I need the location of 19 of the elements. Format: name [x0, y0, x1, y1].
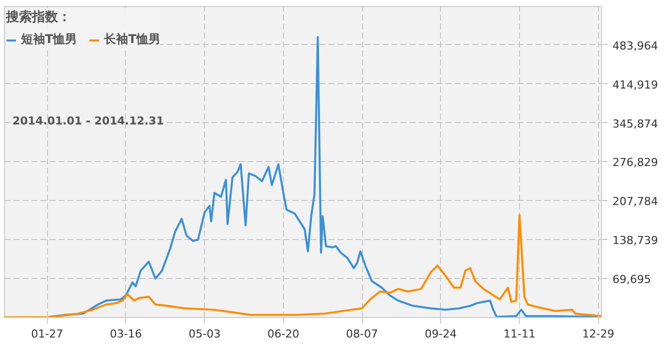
y-tick-label: 138,739 — [612, 234, 658, 248]
y-tick-label: 207,784 — [612, 195, 658, 208]
x-tick-label: 01-27 — [31, 328, 64, 340]
y-tick-label: 414,919 — [612, 78, 658, 92]
x-tick-label: 12-29 — [582, 328, 614, 340]
x-tick-label: 03-16 — [110, 328, 142, 340]
y-tick-label: 276,829 — [612, 156, 658, 170]
x-tick-label: 06-20 — [267, 328, 300, 340]
annotation: 2014.01.01 - 2014.12.31 — [12, 114, 164, 128]
y-tick-label: 483,964 — [612, 39, 658, 52]
y-tick-label: 69,695 — [612, 273, 651, 286]
legend-label: 短袖T恤男 — [21, 31, 78, 48]
x-tick-label: 11-11 — [504, 328, 536, 340]
x-tick-label: 05-03 — [188, 328, 221, 340]
x-tick-label: 08-07 — [346, 328, 378, 340]
legend-label: 长袖T恤男 — [104, 31, 160, 48]
legend-title: 搜索指数： — [6, 8, 72, 26]
x-tick-label: 09-24 — [424, 328, 457, 340]
y-tick-label: 345,874 — [612, 117, 658, 130]
